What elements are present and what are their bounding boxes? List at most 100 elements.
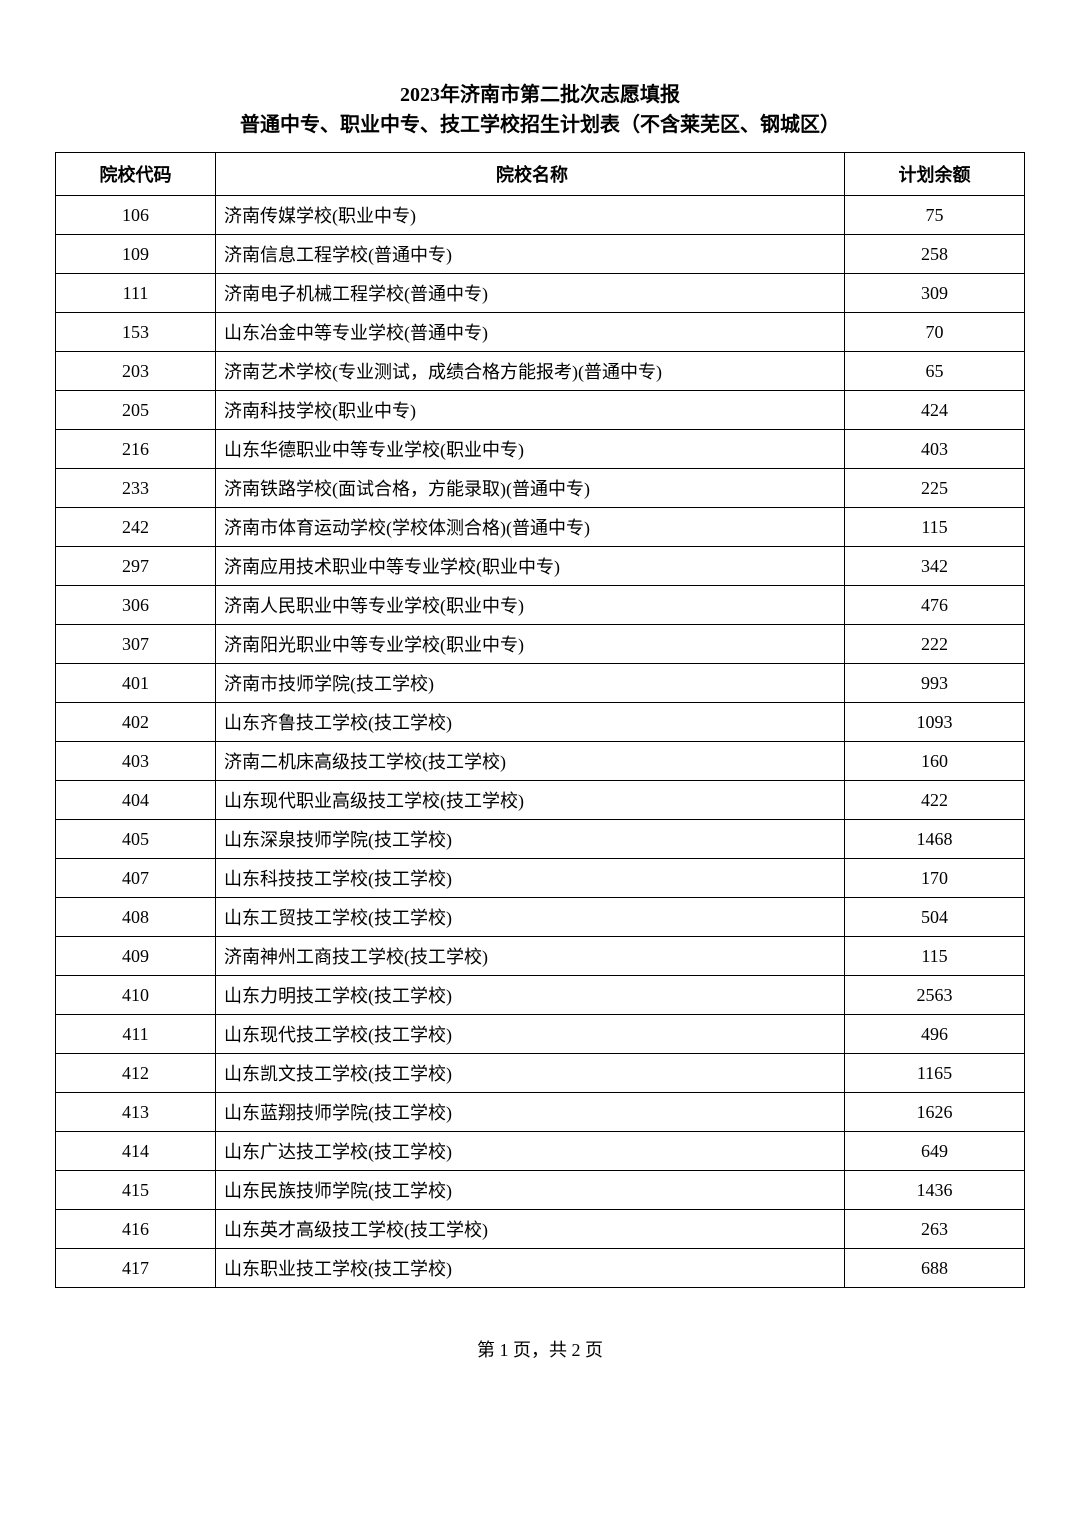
cell-school-name: 济南传媒学校(职业中专) bbox=[216, 196, 845, 235]
cell-plan-quota: 476 bbox=[845, 586, 1025, 625]
cell-school-name: 山东现代技工学校(技工学校) bbox=[216, 1015, 845, 1054]
table-row: 111济南电子机械工程学校(普通中专)309 bbox=[56, 274, 1025, 313]
cell-plan-quota: 403 bbox=[845, 430, 1025, 469]
table-body: 106济南传媒学校(职业中专)75109济南信息工程学校(普通中专)258111… bbox=[56, 196, 1025, 1288]
cell-school-code: 111 bbox=[56, 274, 216, 313]
table-row: 106济南传媒学校(职业中专)75 bbox=[56, 196, 1025, 235]
cell-school-name: 山东广达技工学校(技工学校) bbox=[216, 1132, 845, 1171]
cell-plan-quota: 1626 bbox=[845, 1093, 1025, 1132]
cell-school-name: 济南艺术学校(专业测试，成绩合格方能报考)(普通中专) bbox=[216, 352, 845, 391]
cell-school-code: 417 bbox=[56, 1249, 216, 1288]
cell-school-code: 233 bbox=[56, 469, 216, 508]
table-row: 413山东蓝翔技师学院(技工学校)1626 bbox=[56, 1093, 1025, 1132]
cell-school-name: 济南信息工程学校(普通中专) bbox=[216, 235, 845, 274]
table-row: 109济南信息工程学校(普通中专)258 bbox=[56, 235, 1025, 274]
cell-school-code: 307 bbox=[56, 625, 216, 664]
cell-school-name: 山东现代职业高级技工学校(技工学校) bbox=[216, 781, 845, 820]
page-footer: 第 1 页，共 2 页 bbox=[55, 1336, 1025, 1362]
cell-plan-quota: 258 bbox=[845, 235, 1025, 274]
cell-school-code: 404 bbox=[56, 781, 216, 820]
table-row: 306济南人民职业中等专业学校(职业中专)476 bbox=[56, 586, 1025, 625]
cell-plan-quota: 170 bbox=[845, 859, 1025, 898]
cell-school-name: 山东齐鲁技工学校(技工学校) bbox=[216, 703, 845, 742]
cell-school-name: 山东职业技工学校(技工学校) bbox=[216, 1249, 845, 1288]
cell-plan-quota: 1436 bbox=[845, 1171, 1025, 1210]
cell-plan-quota: 496 bbox=[845, 1015, 1025, 1054]
table-row: 297济南应用技术职业中等专业学校(职业中专)342 bbox=[56, 547, 1025, 586]
header-school-code: 院校代码 bbox=[56, 153, 216, 196]
cell-school-name: 山东凯文技工学校(技工学校) bbox=[216, 1054, 845, 1093]
cell-school-code: 413 bbox=[56, 1093, 216, 1132]
table-row: 402山东齐鲁技工学校(技工学校)1093 bbox=[56, 703, 1025, 742]
cell-school-name: 山东深泉技师学院(技工学校) bbox=[216, 820, 845, 859]
table-row: 307济南阳光职业中等专业学校(职业中专)222 bbox=[56, 625, 1025, 664]
cell-plan-quota: 1468 bbox=[845, 820, 1025, 859]
table-row: 401济南市技师学院(技工学校)993 bbox=[56, 664, 1025, 703]
cell-plan-quota: 422 bbox=[845, 781, 1025, 820]
cell-plan-quota: 160 bbox=[845, 742, 1025, 781]
cell-school-name: 山东英才高级技工学校(技工学校) bbox=[216, 1210, 845, 1249]
cell-school-code: 414 bbox=[56, 1132, 216, 1171]
cell-plan-quota: 993 bbox=[845, 664, 1025, 703]
enrollment-plan-table: 院校代码 院校名称 计划余额 106济南传媒学校(职业中专)75109济南信息工… bbox=[55, 152, 1025, 1288]
cell-school-code: 403 bbox=[56, 742, 216, 781]
table-row: 411山东现代技工学校(技工学校)496 bbox=[56, 1015, 1025, 1054]
table-row: 405山东深泉技师学院(技工学校)1468 bbox=[56, 820, 1025, 859]
cell-plan-quota: 504 bbox=[845, 898, 1025, 937]
cell-plan-quota: 225 bbox=[845, 469, 1025, 508]
header-school-name: 院校名称 bbox=[216, 153, 845, 196]
cell-school-code: 401 bbox=[56, 664, 216, 703]
cell-plan-quota: 263 bbox=[845, 1210, 1025, 1249]
cell-school-code: 297 bbox=[56, 547, 216, 586]
cell-plan-quota: 309 bbox=[845, 274, 1025, 313]
cell-plan-quota: 1165 bbox=[845, 1054, 1025, 1093]
table-row: 414山东广达技工学校(技工学校)649 bbox=[56, 1132, 1025, 1171]
header-plan-quota: 计划余额 bbox=[845, 153, 1025, 196]
cell-school-name: 山东冶金中等专业学校(普通中专) bbox=[216, 313, 845, 352]
cell-school-name: 山东科技技工学校(技工学校) bbox=[216, 859, 845, 898]
table-row: 407山东科技技工学校(技工学校)170 bbox=[56, 859, 1025, 898]
cell-school-name: 济南铁路学校(面试合格，方能录取)(普通中专) bbox=[216, 469, 845, 508]
cell-school-code: 216 bbox=[56, 430, 216, 469]
table-row: 205济南科技学校(职业中专)424 bbox=[56, 391, 1025, 430]
cell-school-name: 济南应用技术职业中等专业学校(职业中专) bbox=[216, 547, 845, 586]
table-row: 233济南铁路学校(面试合格，方能录取)(普通中专)225 bbox=[56, 469, 1025, 508]
document-title: 2023年济南市第二批次志愿填报 普通中专、职业中专、技工学校招生计划表（不含莱… bbox=[55, 80, 1025, 140]
table-row: 415山东民族技师学院(技工学校)1436 bbox=[56, 1171, 1025, 1210]
cell-school-code: 408 bbox=[56, 898, 216, 937]
cell-school-name: 山东民族技师学院(技工学校) bbox=[216, 1171, 845, 1210]
cell-school-name: 山东蓝翔技师学院(技工学校) bbox=[216, 1093, 845, 1132]
cell-school-code: 415 bbox=[56, 1171, 216, 1210]
table-header-row: 院校代码 院校名称 计划余额 bbox=[56, 153, 1025, 196]
cell-plan-quota: 115 bbox=[845, 937, 1025, 976]
cell-plan-quota: 70 bbox=[845, 313, 1025, 352]
cell-school-name: 济南电子机械工程学校(普通中专) bbox=[216, 274, 845, 313]
cell-school-code: 153 bbox=[56, 313, 216, 352]
table-row: 416山东英才高级技工学校(技工学校)263 bbox=[56, 1210, 1025, 1249]
table-row: 408山东工贸技工学校(技工学校)504 bbox=[56, 898, 1025, 937]
cell-plan-quota: 424 bbox=[845, 391, 1025, 430]
cell-school-name: 济南人民职业中等专业学校(职业中专) bbox=[216, 586, 845, 625]
cell-school-code: 409 bbox=[56, 937, 216, 976]
cell-school-name: 济南神州工商技工学校(技工学校) bbox=[216, 937, 845, 976]
table-row: 216山东华德职业中等专业学校(职业中专)403 bbox=[56, 430, 1025, 469]
cell-plan-quota: 649 bbox=[845, 1132, 1025, 1171]
cell-school-name: 山东力明技工学校(技工学校) bbox=[216, 976, 845, 1015]
cell-school-name: 山东工贸技工学校(技工学校) bbox=[216, 898, 845, 937]
cell-plan-quota: 342 bbox=[845, 547, 1025, 586]
table-row: 412山东凯文技工学校(技工学校)1165 bbox=[56, 1054, 1025, 1093]
cell-school-name: 济南市技师学院(技工学校) bbox=[216, 664, 845, 703]
cell-school-code: 109 bbox=[56, 235, 216, 274]
table-row: 153山东冶金中等专业学校(普通中专)70 bbox=[56, 313, 1025, 352]
table-row: 410山东力明技工学校(技工学校)2563 bbox=[56, 976, 1025, 1015]
cell-plan-quota: 688 bbox=[845, 1249, 1025, 1288]
table-row: 203济南艺术学校(专业测试，成绩合格方能报考)(普通中专)65 bbox=[56, 352, 1025, 391]
cell-school-code: 405 bbox=[56, 820, 216, 859]
table-row: 242济南市体育运动学校(学校体测合格)(普通中专)115 bbox=[56, 508, 1025, 547]
cell-school-code: 106 bbox=[56, 196, 216, 235]
title-line-1: 2023年济南市第二批次志愿填报 bbox=[55, 80, 1025, 110]
cell-school-code: 203 bbox=[56, 352, 216, 391]
cell-school-code: 412 bbox=[56, 1054, 216, 1093]
cell-plan-quota: 1093 bbox=[845, 703, 1025, 742]
cell-school-code: 416 bbox=[56, 1210, 216, 1249]
